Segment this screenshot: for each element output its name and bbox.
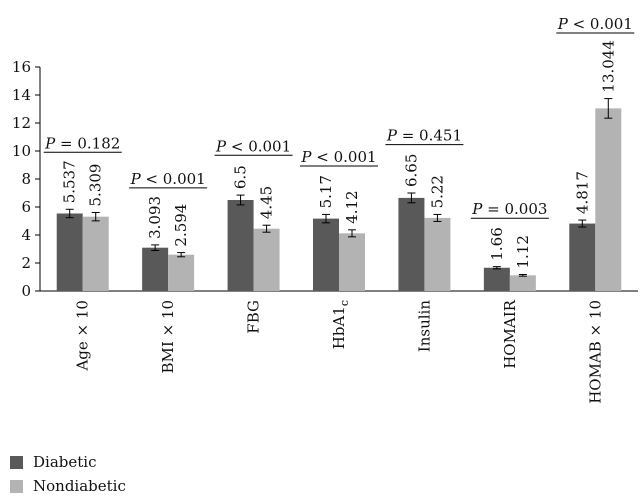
y-tick-label: 16: [12, 58, 31, 76]
y-tick-label: 14: [12, 86, 31, 104]
data-label: 4.45: [258, 186, 276, 219]
data-label: 3.093: [146, 196, 164, 239]
legend-item-nondiabetic: Nondiabetic: [10, 474, 126, 498]
p-value-label: P < 0.001: [130, 170, 206, 188]
bar-diabetic: [483, 267, 510, 291]
bar-nondiabetic: [595, 108, 622, 291]
data-label: 4.12: [343, 190, 361, 223]
data-label: 1.12: [514, 235, 532, 268]
data-label: 5.537: [61, 160, 79, 203]
x-tick-label: BMI × 10: [159, 300, 177, 374]
legend-item-diabetic: Diabetic: [10, 450, 126, 474]
bar-nondiabetic: [82, 216, 109, 291]
bar-diabetic: [398, 197, 425, 291]
p-value-label: P = 0.182: [44, 134, 120, 152]
bar-nondiabetic: [339, 233, 365, 291]
p-value-label: P < 0.001: [300, 148, 376, 166]
p-value-label: P = 0.451: [386, 127, 462, 145]
y-tick-label: 6: [21, 198, 31, 216]
p-value-label: P = 0.003: [471, 200, 547, 218]
bar-diabetic: [56, 213, 83, 291]
data-label: 5.22: [428, 175, 446, 208]
bar-nondiabetic: [509, 275, 536, 291]
bar-diabetic: [142, 247, 169, 291]
data-label: 6.65: [402, 154, 420, 187]
bar-diabetic: [227, 200, 254, 291]
bar-nondiabetic: [253, 228, 280, 291]
x-tick-label: HOMAB × 10: [586, 300, 604, 404]
bar-diabetic: [569, 223, 596, 291]
data-label: 6.5: [232, 165, 250, 189]
legend-label-nondiabetic: Nondiabetic: [33, 477, 126, 495]
bar-nondiabetic: [424, 217, 451, 291]
data-label: 5.17: [317, 175, 335, 208]
data-label: 2.594: [172, 204, 190, 247]
legend-swatch-diabetic: [10, 455, 23, 469]
p-value-label: P < 0.001: [557, 15, 633, 33]
y-tick-label: 2: [21, 254, 31, 272]
x-tick-label: Insulin: [415, 300, 433, 353]
legend-swatch-nondiabetic: [10, 479, 23, 493]
y-tick-label: 10: [12, 142, 31, 160]
p-value-label: P < 0.001: [215, 137, 291, 155]
data-label: 1.66: [488, 227, 506, 260]
x-tick-label: Age × 10: [74, 300, 92, 372]
x-tick-label: HOMAIR: [501, 299, 519, 368]
x-tick-label: FBG: [245, 300, 263, 334]
x-tick-label: HbA1c: [330, 300, 351, 349]
data-label: 13.044: [599, 40, 617, 93]
bar-diabetic: [313, 218, 339, 291]
y-tick-label: 12: [12, 114, 31, 132]
y-tick-label: 8: [21, 170, 31, 188]
legend: Diabetic Nondiabetic: [10, 450, 126, 498]
bar-nondiabetic: [168, 254, 195, 291]
data-label: 5.309: [87, 164, 105, 207]
legend-label-diabetic: Diabetic: [33, 453, 97, 471]
data-label: 4.817: [573, 171, 591, 214]
y-tick-label: 0: [21, 282, 31, 300]
y-tick-label: 4: [21, 226, 31, 244]
